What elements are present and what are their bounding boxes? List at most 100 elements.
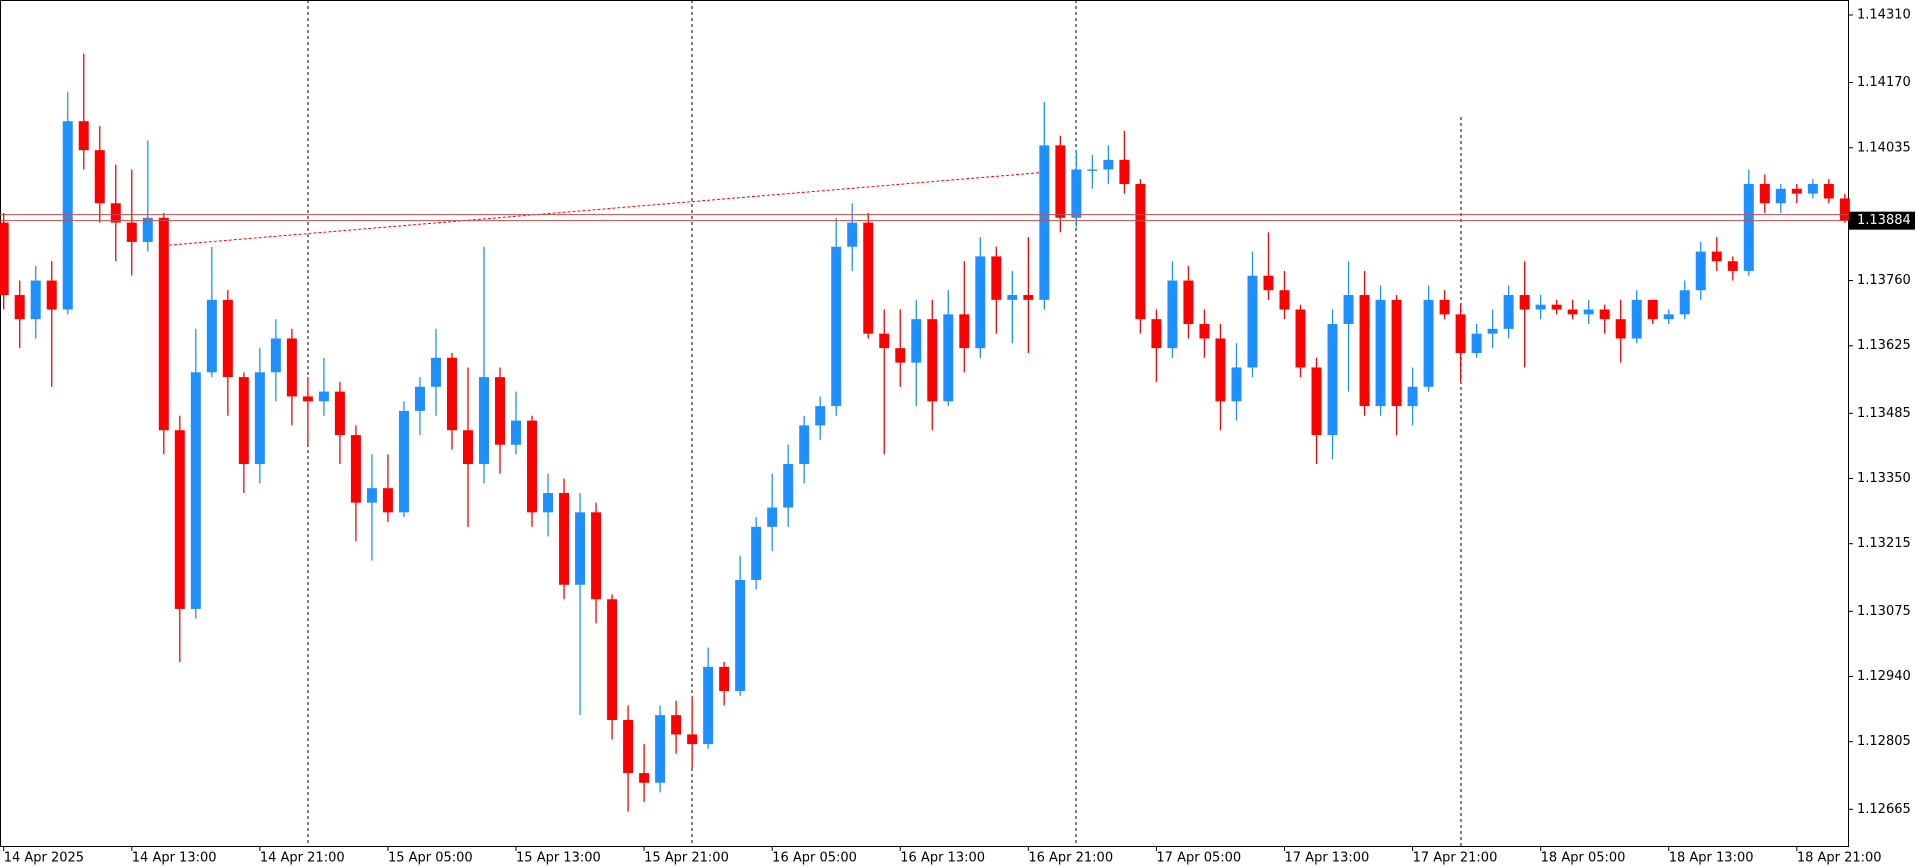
candle-body [687,734,698,745]
candle-body [1007,295,1018,300]
candle-body [366,488,377,503]
candle-body [527,420,538,513]
candle-body [174,430,185,609]
candle-body [462,430,473,465]
candle-body [815,406,826,426]
candle-body [110,203,121,223]
candle-body [126,222,137,242]
candle-body [318,391,329,402]
candle-body [0,222,9,296]
x-tick-label: 15 Apr 13:00 [516,851,601,866]
candle-body [607,599,618,720]
x-tick-label: 15 Apr 21:00 [644,851,729,866]
y-tick-label: 1.13075 [1857,604,1911,619]
candle-body [1471,333,1482,353]
candle-body [1535,304,1546,310]
candle-body [895,348,906,363]
candle-body [1263,275,1274,291]
candle-body [1791,188,1802,194]
candle-body [1631,299,1642,339]
x-tick-label: 16 Apr 21:00 [1028,851,1113,866]
candle-body [1839,198,1850,221]
candle-body [62,121,73,310]
x-tick-label: 18 Apr 13:00 [1669,851,1754,866]
candle-body [783,464,794,508]
candle-body [142,217,153,242]
candle-body [1087,169,1098,171]
candle-body [1023,295,1034,300]
candle-body [94,150,105,204]
x-tick-label: 17 Apr 05:00 [1156,851,1241,866]
candle-body [975,256,986,349]
candle-body [1503,295,1514,329]
candle-body [1567,309,1578,315]
candle-body [1151,319,1162,349]
x-tick-label: 17 Apr 21:00 [1413,851,1498,866]
candle-body [1439,299,1450,315]
candle-body [78,121,89,151]
x-tick-label: 14 Apr 21:00 [260,851,345,866]
candle-body [398,410,409,513]
candle-body [1679,290,1690,315]
candle-body [46,280,57,310]
candle-body [1167,280,1178,349]
candle-body [863,222,874,334]
candle-body [1743,183,1754,271]
candle-body [1247,275,1258,368]
x-tick-label: 16 Apr 05:00 [772,851,857,866]
y-tick-label: 1.13625 [1857,338,1911,353]
candle-body [1583,309,1594,315]
candle-body [238,377,249,465]
candle-body [1231,367,1242,402]
candle-body [511,420,522,445]
candle-body [1119,159,1130,184]
candle-body [430,357,441,387]
candle-body [302,396,313,402]
candle-body [799,425,810,465]
candle-body [446,357,457,431]
candle-body [767,507,778,527]
y-tick-label: 1.14035 [1857,140,1911,155]
y-tick-label: 1.13760 [1857,273,1911,288]
candle-body [1727,261,1738,271]
candle-body [286,338,297,397]
candle-body [1071,169,1082,218]
price-tag [1849,211,1915,230]
candle-body [575,512,586,585]
candle-body [1407,386,1418,407]
candle-body [1807,183,1818,194]
candle-body [1663,314,1674,320]
candle-body [911,319,922,363]
candle-body [1455,314,1466,353]
candle-body [831,246,842,407]
candle-body [495,377,506,445]
candle-body [382,488,393,513]
candle-body [158,217,169,431]
x-tick-label: 18 Apr 05:00 [1541,851,1626,866]
y-tick-label: 1.12940 [1857,669,1911,684]
candle-body [1487,328,1498,334]
candle-body [1375,299,1386,407]
candle-body [703,666,714,745]
x-tick-label: 14 Apr 13:00 [132,851,217,866]
candle-body [943,314,954,402]
candle-body [1295,309,1306,368]
candle-body [1759,183,1770,204]
candle-body [1695,251,1706,291]
candle-body [1039,145,1050,300]
candle-body [623,719,634,774]
candle-body [719,666,730,691]
candle-body [1711,251,1722,262]
candle-body [1599,309,1610,320]
candle-body [270,338,281,373]
y-tick-label: 1.12665 [1857,802,1911,817]
y-tick-label: 1.14170 [1857,75,1911,90]
candle-body [751,526,762,580]
candle-body [1279,290,1290,310]
candle-body [190,372,201,609]
candle-body [735,579,746,691]
candle-body [591,512,602,600]
candle-body [1647,299,1658,320]
